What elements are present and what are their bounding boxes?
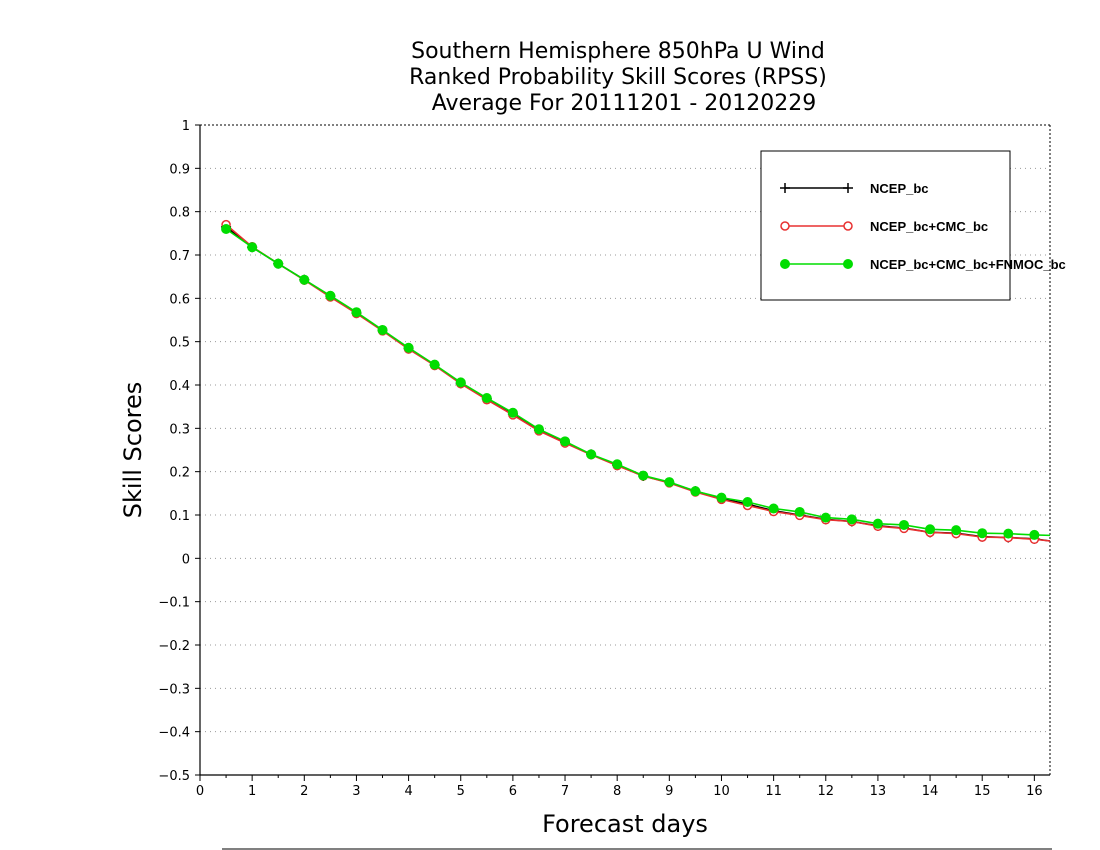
y-tick-label: −0.2 <box>158 639 190 654</box>
y-tick-label: −0.5 <box>158 769 190 784</box>
y-tick-label: 1 <box>182 119 190 134</box>
legend-marker <box>843 259 853 269</box>
y-tick-label: −0.1 <box>158 596 190 611</box>
chart-title: Southern Hemisphere 850hPa U Wind Ranked… <box>409 39 827 116</box>
y-tick-label: 0.9 <box>169 162 190 177</box>
y-tick-label: 0.1 <box>169 509 190 524</box>
data-point <box>742 497 753 507</box>
title-line-3: Average For 20111201 - 20120229 <box>432 91 817 116</box>
y-tick-label: 0.2 <box>169 466 190 481</box>
data-point <box>820 512 831 523</box>
x-tick-label: 6 <box>509 784 517 799</box>
data-point <box>377 324 388 335</box>
x-tick-label: 11 <box>765 784 782 799</box>
data-point <box>351 307 362 318</box>
title-line-2: Ranked Probability Skill Scores (RPSS) <box>409 65 827 90</box>
data-point <box>299 274 310 285</box>
x-tick-label: 1 <box>248 784 256 799</box>
data-point <box>1029 529 1040 540</box>
data-point <box>586 449 597 460</box>
legend-entry: NCEP_bc <box>780 181 929 196</box>
y-tick-label: −0.4 <box>158 726 190 741</box>
data-point <box>664 477 675 488</box>
data-point <box>560 436 571 447</box>
x-tick-label: 12 <box>817 784 834 799</box>
data-point <box>846 514 857 525</box>
y-tick-label: 0.4 <box>169 379 190 394</box>
y-tick-label: 0 <box>182 552 190 567</box>
x-tick-label: 16 <box>1026 784 1043 799</box>
legend-marker <box>780 221 790 231</box>
x-tick-label: 15 <box>974 784 991 799</box>
y-tick-label: 0.7 <box>169 249 190 264</box>
data-point <box>794 506 805 517</box>
data-point <box>533 424 544 435</box>
data-point <box>898 519 909 530</box>
series-2 <box>221 224 1051 540</box>
x-tick-label: 3 <box>352 784 360 799</box>
data-point <box>872 518 883 529</box>
x-tick-label: 7 <box>561 784 569 799</box>
y-tick-label: 0.5 <box>169 336 190 351</box>
y-tick-label: 0.3 <box>169 422 190 437</box>
y-tick-label: 0.6 <box>169 292 190 307</box>
legend-entry: NCEP_bc+CMC_bc <box>780 219 988 234</box>
data-point <box>507 407 518 418</box>
data-point <box>247 242 258 253</box>
legend-label: NCEP_bc <box>870 181 929 196</box>
data-point <box>716 492 727 503</box>
data-point <box>481 393 492 403</box>
data-point <box>455 377 466 388</box>
x-tick-label: 5 <box>457 784 465 799</box>
legend-entry: NCEP_bc+CMC_bc+FNMOC_bc <box>780 257 1066 272</box>
legend-marker <box>780 259 790 269</box>
legend: NCEP_bc NCEP_bc+CMC_bc NCEP_bc+CMC_bc+FNMO… <box>760 150 1066 301</box>
data-point <box>612 459 623 470</box>
data-point <box>273 258 284 269</box>
x-tick-label: 13 <box>870 784 887 799</box>
axes: 1 0.9 0.8 0.7 0.6 0.5 0.4 0.3 0.2 0.1 0 −0.1 −0.2 −0.… <box>158 119 1051 799</box>
legend-marker <box>843 183 853 193</box>
x-tick-label: 14 <box>922 784 939 799</box>
y-tick-label: 0.8 <box>169 206 190 221</box>
data-point <box>1003 528 1014 539</box>
data-point <box>690 486 701 497</box>
legend-label: NCEP_bc+CMC_bc+FNMOC_bc <box>870 257 1066 272</box>
x-tick-label: 0 <box>196 784 204 799</box>
data-point <box>951 525 962 536</box>
legend-label: NCEP_bc+CMC_bc <box>870 219 988 234</box>
x-tick-label: 10 <box>713 784 730 799</box>
data-point <box>638 470 649 481</box>
x-axis-label: Forecast days <box>542 810 708 838</box>
data-point <box>429 359 440 370</box>
data-point <box>768 503 779 514</box>
x-tick-label: 2 <box>300 784 308 799</box>
gridlines <box>200 167 1050 733</box>
data-point <box>325 290 336 301</box>
title-line-1: Southern Hemisphere 850hPa U Wind <box>411 39 825 64</box>
series-lines <box>221 219 1051 545</box>
y-tick-label: −0.3 <box>158 682 190 697</box>
data-point <box>925 524 936 535</box>
x-tick-label: 9 <box>665 784 673 799</box>
x-tick-label: 4 <box>404 784 412 799</box>
y-axis-label: Skill Scores <box>119 382 147 519</box>
data-point <box>403 342 414 353</box>
data-point <box>977 528 988 539</box>
x-tick-label: 8 <box>613 784 621 799</box>
legend-marker <box>843 221 853 231</box>
legend-marker <box>780 183 790 193</box>
data-point <box>221 224 232 234</box>
